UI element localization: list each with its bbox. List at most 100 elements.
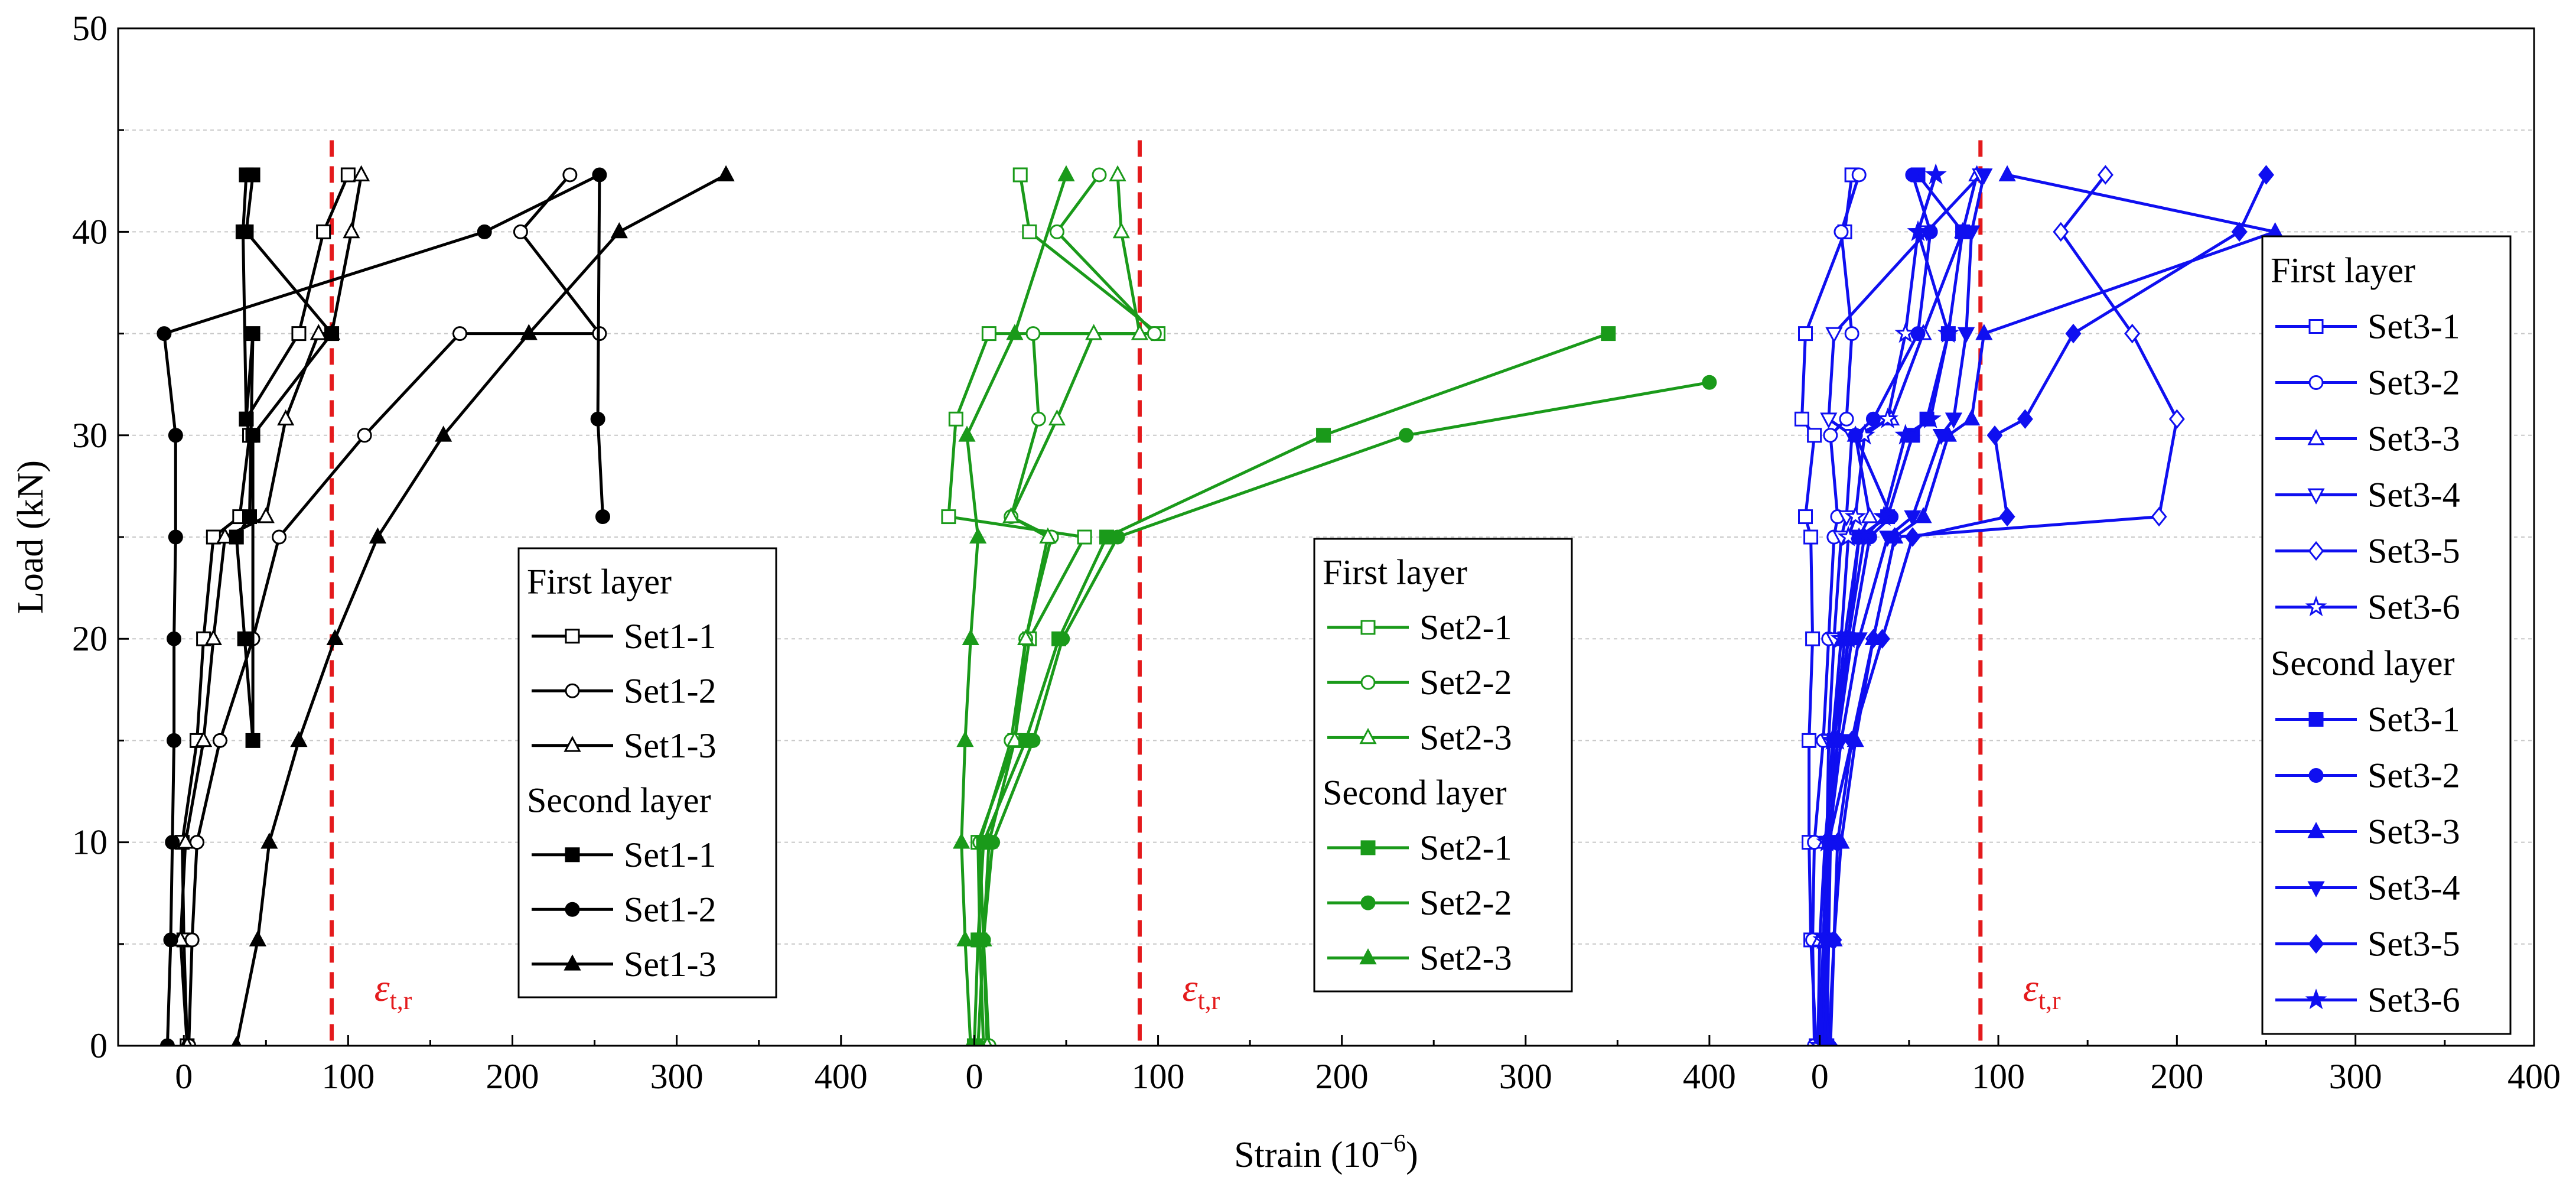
data-point xyxy=(1798,326,1813,341)
data-point xyxy=(948,411,963,427)
data-point xyxy=(958,425,976,442)
x-tick-label: 300 xyxy=(1499,1057,1552,1096)
data-point xyxy=(357,428,372,443)
series-set1-2-second-layer xyxy=(157,167,610,1046)
legend-marker xyxy=(2308,541,2324,561)
series-line xyxy=(181,174,350,1046)
data-point xyxy=(168,428,183,443)
series-set1-3-first-layer xyxy=(172,165,370,1046)
data-point xyxy=(2053,222,2069,242)
data-point xyxy=(435,425,452,442)
series-line xyxy=(1818,174,1937,1046)
reference-lines: εt,r εt,r εt,r xyxy=(330,140,2061,1046)
data-point xyxy=(167,631,182,646)
reference-label: εt,r xyxy=(1182,967,1220,1015)
data-point xyxy=(163,932,178,948)
data-point xyxy=(1924,163,1947,184)
data-point xyxy=(1851,167,1867,183)
data-point xyxy=(1963,225,1981,242)
data-point xyxy=(452,326,467,341)
data-point xyxy=(1823,428,1838,443)
legend-marker xyxy=(2308,768,2324,783)
data-point xyxy=(595,509,610,525)
series-set1-3-second-layer xyxy=(231,165,735,1046)
legend-label: Set1-2 xyxy=(624,890,717,929)
series-set3-6-second-layer xyxy=(1814,163,1959,1046)
legend-box xyxy=(1313,538,1573,993)
series-set1-1-second-layer xyxy=(229,167,340,748)
series-line xyxy=(976,380,1710,1046)
axes: 0 10 20 30 40 50 0 100 200 300 400 0 100 200 300 400 0 10… xyxy=(72,9,2561,1096)
data-point xyxy=(1904,510,1922,526)
series-set3-4-first-layer xyxy=(1813,168,1989,1046)
legend-marker xyxy=(2307,488,2325,505)
x-tick-label: 0 xyxy=(1811,1057,1829,1096)
data-point xyxy=(1006,731,1024,747)
legend-label: Set1-1 xyxy=(624,835,717,874)
legends: First layer Set1-1 Set1-2 Set1-3 Second laye… xyxy=(517,235,2512,1035)
data-point xyxy=(1975,324,1993,340)
data-point xyxy=(290,731,308,747)
data-point xyxy=(1998,165,2016,181)
x-tick-label: 200 xyxy=(1315,1057,1369,1096)
data-point xyxy=(1937,322,1959,343)
x-tick-label: 100 xyxy=(1972,1057,2025,1096)
data-point xyxy=(257,507,275,523)
data-point xyxy=(1147,326,1162,341)
legend-label: Set2-2 xyxy=(1419,663,1512,702)
legend-marker xyxy=(564,736,581,752)
data-point xyxy=(1085,324,1103,340)
data-point xyxy=(1002,507,1020,523)
data-point xyxy=(1844,326,1859,341)
y-tick-label: 10 xyxy=(72,823,108,862)
legend-panel-3: First layer Set3-1 Set3-2 Set3-3 Set3-4 Set3-… xyxy=(2261,235,2512,1035)
legend-marker xyxy=(565,629,580,644)
legend-marker xyxy=(1360,620,1376,635)
data-point xyxy=(1814,1034,1836,1046)
data-point xyxy=(1878,531,1897,547)
data-point xyxy=(1077,529,1092,545)
x-tick-label: 0 xyxy=(965,1057,983,1096)
legend-label: Set3-2 xyxy=(2367,363,2460,402)
data-point xyxy=(592,167,607,183)
data-point xyxy=(1006,324,1024,340)
legend-marker xyxy=(565,847,580,863)
x-tick-label: 200 xyxy=(486,1057,539,1096)
data-point xyxy=(981,326,996,341)
data-point xyxy=(477,224,492,239)
data-point xyxy=(216,527,234,544)
y-tick-label: 50 xyxy=(72,9,108,48)
data-point xyxy=(1986,425,2003,445)
data-point xyxy=(520,324,538,340)
data-point xyxy=(237,631,252,646)
data-point xyxy=(326,629,344,646)
legend-label: Set2-1 xyxy=(1419,608,1512,647)
data-point xyxy=(1048,409,1066,426)
legend-label: Set3-4 xyxy=(2367,869,2460,907)
data-series xyxy=(157,163,2284,1046)
series-set3-4-second-layer xyxy=(1815,168,1993,1046)
reference-label: εt,r xyxy=(374,967,412,1015)
data-point xyxy=(1873,505,1895,526)
x-tick-label: 400 xyxy=(2507,1057,2561,1096)
x-tick-label: 400 xyxy=(815,1057,868,1096)
series-set2-1-first-layer xyxy=(941,167,1166,1046)
legend-label: Set2-2 xyxy=(1419,883,1512,922)
data-point xyxy=(245,326,260,341)
data-point xyxy=(1601,326,1616,341)
legend-marker xyxy=(565,683,580,698)
data-point xyxy=(1031,411,1046,427)
data-point xyxy=(231,1036,242,1046)
legend-marker xyxy=(2308,375,2324,390)
x-tick-label: 200 xyxy=(2150,1057,2203,1096)
series-line xyxy=(1820,174,1982,1046)
y-tick-label: 20 xyxy=(72,619,108,658)
data-point xyxy=(1919,407,1942,428)
legend-marker xyxy=(2305,596,2327,617)
series-line xyxy=(235,173,727,1046)
x-axis-title-close: ) xyxy=(1406,1135,1418,1175)
data-point xyxy=(159,1038,175,1046)
data-point xyxy=(610,222,628,239)
data-point xyxy=(1017,629,1035,646)
